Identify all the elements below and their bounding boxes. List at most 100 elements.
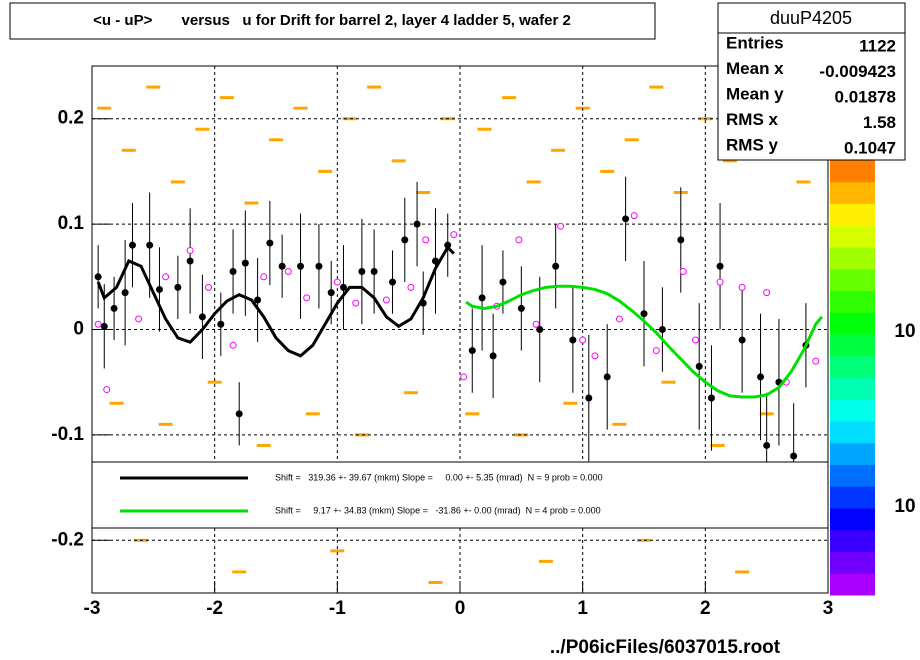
hist-cell bbox=[97, 106, 112, 110]
hist-cell bbox=[428, 580, 443, 584]
data-point bbox=[278, 262, 286, 270]
data-point bbox=[254, 296, 262, 304]
hist-cell bbox=[403, 391, 418, 395]
data-point bbox=[94, 273, 102, 281]
palette bbox=[830, 160, 875, 596]
palette-step bbox=[830, 486, 875, 509]
x-tick-label: 1 bbox=[577, 598, 588, 619]
hist-cell bbox=[514, 433, 529, 437]
palette-step bbox=[830, 421, 875, 444]
stats-label: Mean x bbox=[726, 59, 784, 78]
data-point bbox=[499, 278, 507, 286]
data-point bbox=[552, 262, 560, 270]
hist-cell bbox=[305, 412, 320, 416]
hist-cell bbox=[232, 570, 247, 574]
open-point bbox=[630, 212, 638, 220]
palette-step bbox=[830, 529, 875, 552]
data-point bbox=[339, 283, 347, 291]
data-point bbox=[790, 452, 798, 460]
title-box bbox=[9, 2, 656, 40]
open-point bbox=[407, 283, 415, 291]
hist-cell bbox=[649, 85, 664, 89]
hist-cell bbox=[624, 138, 639, 142]
data-point bbox=[763, 441, 771, 449]
palette-step bbox=[830, 225, 875, 248]
hist-cell bbox=[735, 570, 750, 574]
data-point bbox=[707, 394, 715, 402]
data-point bbox=[585, 394, 593, 402]
hist-cell bbox=[710, 443, 725, 447]
palette-step bbox=[830, 551, 875, 574]
hist-cell bbox=[563, 401, 578, 405]
data-point bbox=[128, 241, 136, 249]
data-point bbox=[121, 289, 129, 297]
fit-curve bbox=[96, 244, 455, 358]
y-tick-label: 0 bbox=[73, 319, 84, 340]
palette-label: 10 bbox=[894, 321, 915, 342]
x-tick-label: 0 bbox=[455, 598, 466, 619]
legend-box bbox=[91, 461, 829, 529]
data-point bbox=[478, 294, 486, 302]
data-point bbox=[489, 352, 497, 360]
data-point bbox=[100, 322, 108, 330]
palette-step bbox=[830, 573, 875, 596]
data-point bbox=[266, 239, 274, 247]
data-point bbox=[738, 336, 746, 344]
hist-cell bbox=[170, 180, 185, 184]
data-point bbox=[622, 215, 630, 223]
data-point bbox=[217, 320, 225, 328]
data-point bbox=[186, 257, 194, 265]
hist-cell bbox=[293, 106, 308, 110]
hist-cell bbox=[538, 559, 553, 563]
open-point bbox=[94, 320, 102, 328]
palette-step bbox=[830, 464, 875, 487]
y-tick-label: 0.2 bbox=[58, 108, 84, 129]
footer: ../P06icFiles/6037015.root bbox=[550, 637, 781, 658]
stats-value: 1.58 bbox=[863, 113, 896, 132]
data-point bbox=[389, 278, 397, 286]
palette-step bbox=[830, 268, 875, 291]
open-point bbox=[205, 283, 213, 291]
hist-cell bbox=[477, 127, 492, 131]
palette-step bbox=[830, 399, 875, 422]
open-point bbox=[352, 299, 360, 307]
open-point bbox=[422, 236, 430, 244]
x-tick-label: 2 bbox=[700, 598, 711, 619]
open-point bbox=[260, 273, 268, 281]
x-tick-label: -3 bbox=[84, 598, 101, 619]
stats-value: 0.01878 bbox=[835, 87, 896, 106]
open-point bbox=[303, 294, 311, 302]
hist-cell bbox=[146, 85, 161, 89]
open-point bbox=[763, 289, 771, 297]
hist-cell bbox=[158, 422, 173, 426]
x-tick-label: -2 bbox=[206, 598, 223, 619]
hist-cell bbox=[109, 401, 124, 405]
palette-step bbox=[830, 377, 875, 400]
legend-text: Shift = 9.17 +- 34.83 (mkm) Slope = -31.… bbox=[275, 505, 601, 515]
hist-cell bbox=[207, 380, 222, 384]
hist-cell bbox=[342, 117, 357, 121]
palette-step bbox=[830, 334, 875, 357]
open-point bbox=[135, 315, 143, 323]
stats-value: -0.009423 bbox=[819, 62, 896, 81]
data-point bbox=[146, 241, 154, 249]
open-point bbox=[738, 283, 746, 291]
data-point bbox=[603, 373, 611, 381]
data-point bbox=[569, 336, 577, 344]
stats-title: duuP4205 bbox=[770, 8, 852, 28]
hist-cell bbox=[269, 138, 283, 142]
data-point bbox=[198, 313, 206, 321]
open-point bbox=[532, 320, 540, 328]
chart-title: <u - uP> versus u for Drift for barrel 2… bbox=[93, 12, 571, 29]
y-tick-label: -0.2 bbox=[51, 529, 84, 550]
hist-cell bbox=[526, 180, 541, 184]
data-point bbox=[358, 268, 366, 276]
stats-value: 0.1047 bbox=[844, 138, 896, 157]
data-point bbox=[327, 289, 335, 297]
palette-step bbox=[830, 290, 875, 313]
palette-step bbox=[830, 203, 875, 226]
x-tick-label: -1 bbox=[329, 598, 346, 619]
hist-cell bbox=[502, 96, 517, 100]
hist-cell bbox=[256, 443, 271, 447]
